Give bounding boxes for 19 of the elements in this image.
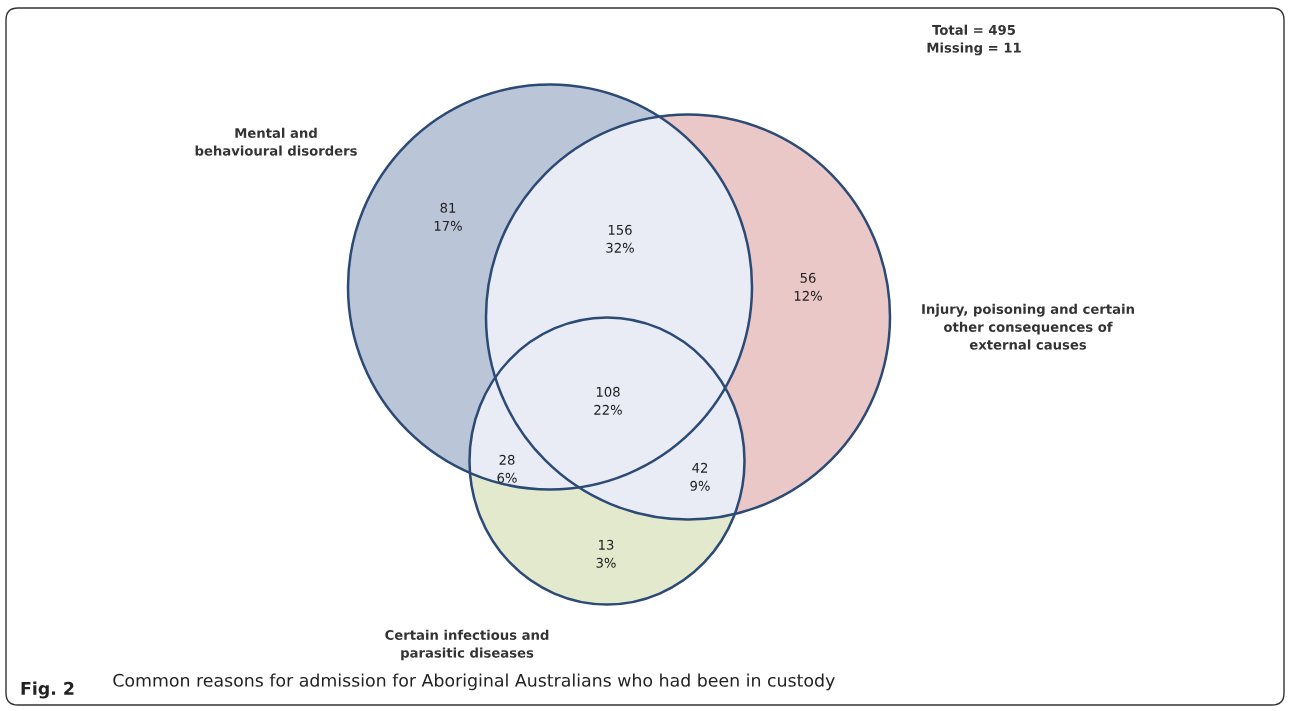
chart-title: Fig. 2 Common reasons for admission for Aboriginal Australians who had been in custody (21, 673, 835, 699)
text: 22% (594, 404, 622, 415)
text: 3% (596, 557, 616, 568)
text: 32% (606, 242, 634, 253)
text: Certain infectious and parasitic diseases (385, 629, 549, 661)
text: Mental and behavioural disorders (195, 127, 357, 156)
data-label: 81 (440, 202, 456, 213)
data-label: 28 (499, 454, 515, 465)
data-label: 56 (800, 272, 816, 283)
data-label: 108 (596, 386, 620, 397)
data-label: 156 (608, 224, 632, 235)
text: 9% (690, 480, 710, 491)
data-label: 13 (599, 539, 614, 550)
text: Injury, poisoning and certain other consequences of external causes (922, 303, 1134, 350)
text: 12% (794, 290, 822, 301)
data-label: 42 (692, 462, 708, 473)
text: 6% (497, 472, 517, 483)
text: 17% (434, 220, 462, 231)
text: Total = 495 Missing = 11 (927, 24, 1021, 56)
